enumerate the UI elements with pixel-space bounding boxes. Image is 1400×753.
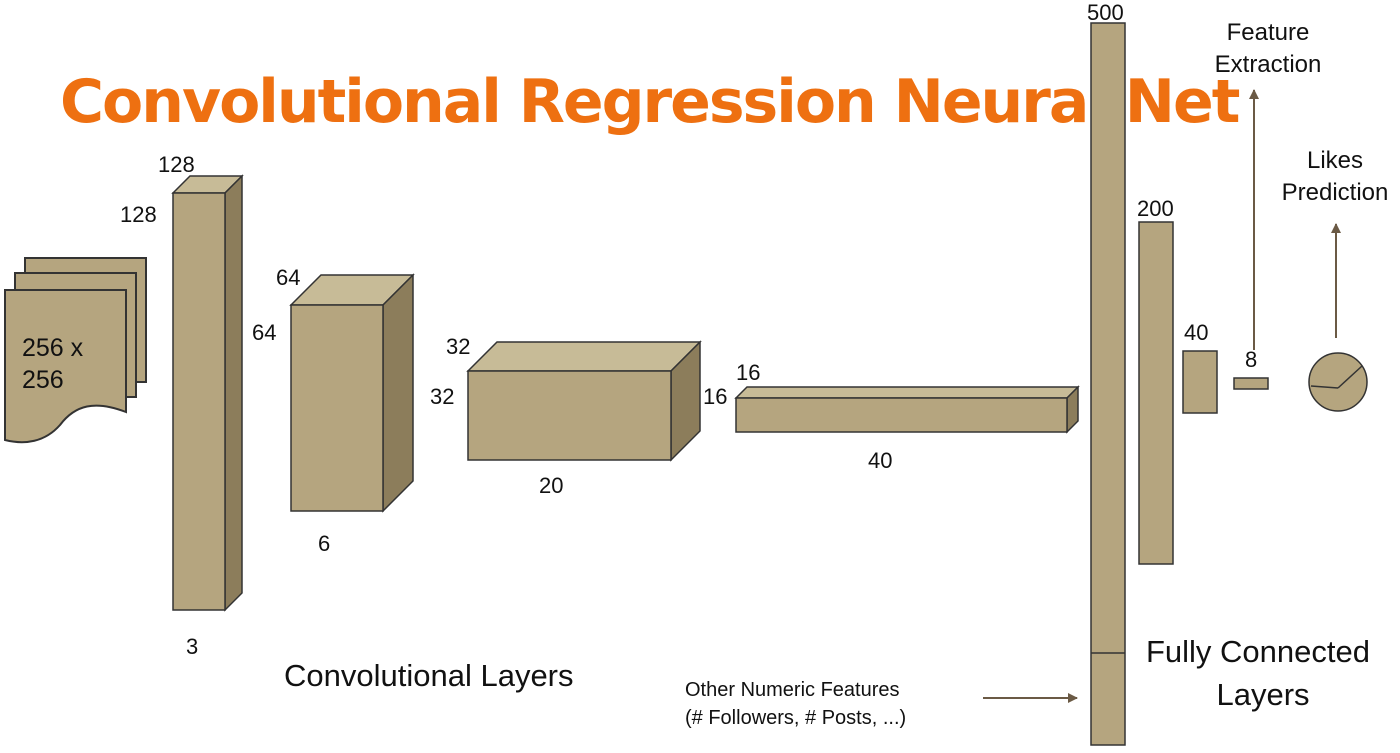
conv-section-label: Convolutional Layers bbox=[284, 658, 574, 693]
conv-block-4-depth-label: 16 bbox=[703, 384, 727, 409]
fc-layer-500-bar bbox=[1090, 22, 1126, 746]
conv-block-1-height-label: 128 bbox=[158, 152, 195, 177]
fc-layer-40-label: 40 bbox=[1184, 320, 1208, 345]
input-size-label-line1: 256 x bbox=[22, 334, 84, 362]
fc-layer-40: 40 bbox=[1182, 320, 1218, 414]
input-image-stack: 256 x 256 bbox=[4, 257, 147, 444]
feature-extraction-label-line1: Feature bbox=[1227, 19, 1310, 46]
gauge-dial-needle-base bbox=[1310, 385, 1339, 389]
page-title: Convolutional Regression Neural Net bbox=[60, 67, 1240, 137]
conv-block-3: 32 32 20 bbox=[430, 334, 702, 498]
conv-block-4-front bbox=[735, 397, 1068, 433]
conv-block-3-front bbox=[467, 370, 672, 461]
conv-block-1-width-label: 3 bbox=[186, 634, 198, 659]
fc-layer-500: 500 bbox=[1087, 0, 1126, 746]
fc-layer-8-bar bbox=[1233, 377, 1269, 390]
fc-layer-8-label: 8 bbox=[1245, 347, 1257, 372]
conv-block-2-front bbox=[290, 304, 384, 512]
conv-block-4-width-label: 40 bbox=[868, 448, 892, 473]
gauge-dial-face bbox=[1308, 352, 1368, 412]
conv-block-3-width-label: 20 bbox=[539, 473, 563, 498]
conv-block-3-height-label: 32 bbox=[446, 334, 470, 359]
fc-layer-40-bar bbox=[1182, 350, 1218, 414]
fc-layer-200: 200 bbox=[1137, 196, 1174, 565]
fc-section-label-line1: Fully Connected bbox=[1146, 634, 1370, 669]
gauge-dial-needle bbox=[1337, 365, 1363, 389]
conv-block-1-front bbox=[172, 192, 226, 611]
fc-layer-200-bar bbox=[1138, 221, 1174, 565]
conv-block-4-height-label: 16 bbox=[736, 360, 760, 385]
conv-block-2: 64 64 6 bbox=[252, 265, 415, 556]
conv-block-2-depth-label: 64 bbox=[252, 320, 276, 345]
conv-block-2-side bbox=[382, 273, 414, 513]
fc-layer-8: 8 bbox=[1233, 347, 1269, 390]
other-features-label-line2: (# Followers, # Posts, ...) bbox=[685, 707, 906, 729]
fc-layer-500-label: 500 bbox=[1087, 0, 1124, 25]
conv-block-1-side bbox=[224, 174, 243, 612]
likes-prediction-label-line1: Likes bbox=[1307, 147, 1363, 174]
likes-prediction-label-line2: Prediction bbox=[1282, 179, 1389, 206]
conv-block-2-height-label: 64 bbox=[276, 265, 300, 290]
fc-layer-200-label: 200 bbox=[1137, 196, 1174, 221]
conv-block-3-top bbox=[466, 341, 702, 372]
conv-block-1-depth-label: 128 bbox=[120, 202, 157, 227]
fc-section-label-line2: Layers bbox=[1216, 677, 1309, 712]
conv-block-2-width-label: 6 bbox=[318, 531, 330, 556]
feature-extraction-label-line2: Extraction bbox=[1215, 51, 1322, 78]
conv-block-3-depth-label: 32 bbox=[430, 384, 454, 409]
other-features-label-line1: Other Numeric Features bbox=[685, 679, 900, 701]
conv-block-4-top bbox=[734, 386, 1080, 399]
input-page-front bbox=[4, 289, 127, 444]
input-size-label-line2: 256 bbox=[22, 366, 64, 394]
gauge-dial-icon bbox=[1308, 352, 1368, 412]
conv-block-1: 128 128 3 bbox=[120, 152, 244, 659]
conv-block-4: 16 16 40 bbox=[703, 360, 1080, 473]
